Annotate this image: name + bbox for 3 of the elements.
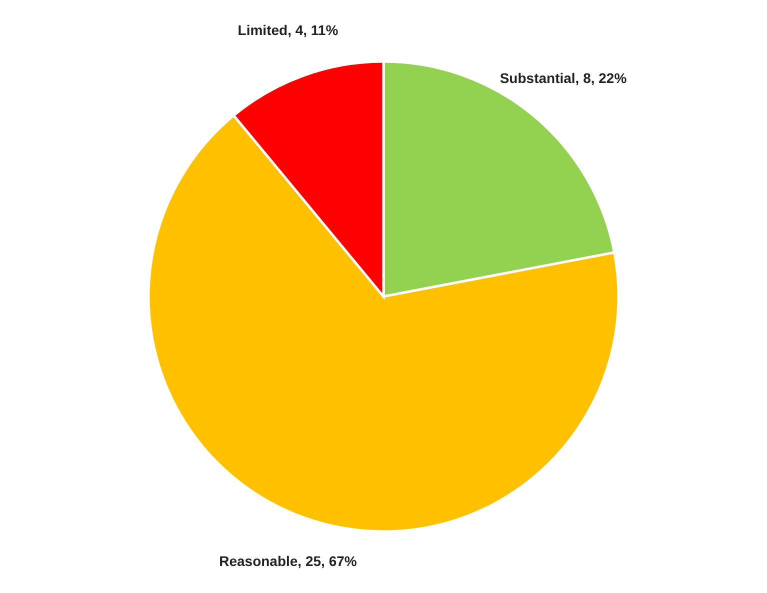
slice-label: Limited, 4, 11%	[238, 22, 339, 38]
slice-label: Reasonable, 25, 67%	[219, 552, 358, 569]
slice-label: Substantial, 8, 22%	[500, 70, 628, 86]
